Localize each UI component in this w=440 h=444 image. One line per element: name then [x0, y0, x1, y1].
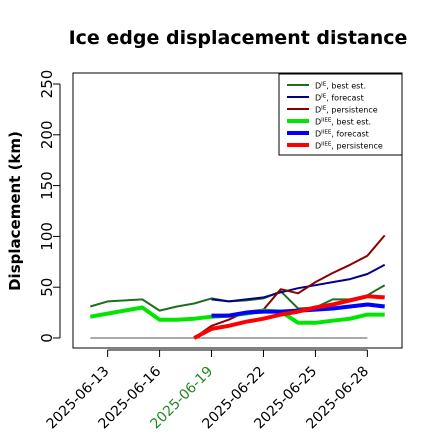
chart-title: Ice edge displacement distance: [69, 27, 408, 49]
y-tick-label: 250: [38, 70, 56, 99]
y-axis-label: Displacement (km): [6, 131, 24, 291]
y-tick-label: 50: [38, 278, 56, 297]
y-tick-label: 200: [38, 120, 56, 149]
legend-item: DIIEE, persistence: [315, 142, 383, 151]
series-line-2: [211, 263, 386, 303]
legend-item: DIIEE, best est.: [315, 118, 371, 127]
series-line-3: [193, 234, 386, 339]
legend: DIE, best est. DIE, forecast DIE, persiste…: [278, 73, 403, 156]
y-tick-label: 150: [38, 171, 56, 200]
plot-area: 0501001502002502025-06-132025-06-162025-…: [38, 70, 403, 432]
legend-item: DIE, best est.: [315, 82, 366, 91]
legend-item: DIE, persistence: [315, 106, 378, 115]
legend-box: [278, 73, 403, 156]
y-tick-label: 0: [38, 333, 56, 343]
y-tick-label: 100: [38, 222, 56, 251]
legend-item: DIIEE, forecast: [315, 130, 369, 139]
legend-item: DIE, forecast: [315, 94, 364, 103]
plot-frame: [72, 72, 403, 349]
series-line-6: [193, 294, 385, 340]
